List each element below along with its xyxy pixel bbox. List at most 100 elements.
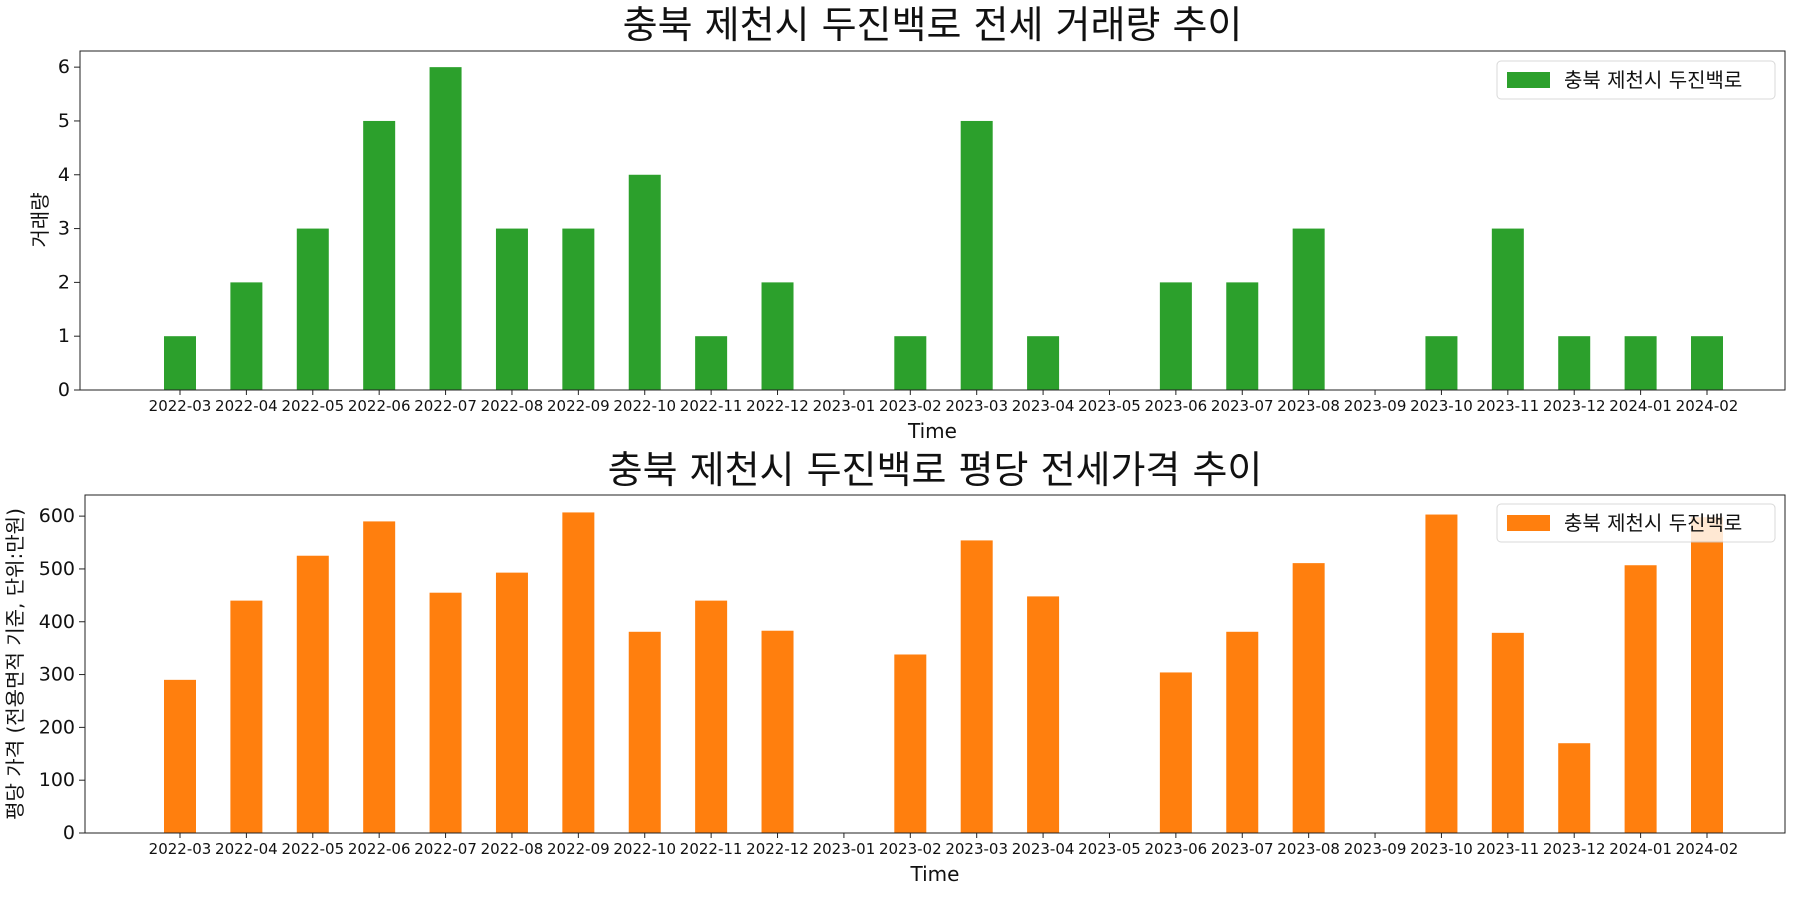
chart-1-bar-2022-03 [164,336,196,390]
chart-1-bar-2023-07 [1226,282,1259,390]
chart-1-x-tick-label-2022-11: 2022-11 [680,397,743,415]
chart-2-x-tick-label-2023-11: 2023-11 [1476,840,1539,858]
chart-2-y-tick-label-0: 0 [63,822,75,844]
chart-2-legend: 충북 제천시 두진백로 [1496,503,1776,543]
chart-1-x-tick-label-2023-11: 2023-11 [1476,397,1539,415]
chart-2-x-tick-label-2022-04: 2022-04 [215,840,278,858]
chart-1-bar-2022-10 [628,174,661,390]
chart-1-y-axis-label: 거래량 [28,192,52,247]
chart-1-x-tick-label-2022-06: 2022-06 [348,397,411,415]
chart-2-x-tick-label-2022-06: 2022-06 [348,840,411,858]
chart-1-x-tick-label-2022-08: 2022-08 [481,397,544,415]
chart-2-x-axis-label: Time [910,862,960,886]
chart-2-x-tick-label-2022-12: 2022-12 [746,840,809,858]
chart-2-x-tick-label-2022-05: 2022-05 [281,840,344,858]
chart-1-x-tick-label-2023-09: 2023-09 [1344,397,1407,415]
chart-2-bar-2022-09 [562,512,595,833]
chart-1-x-tick-label-2023-08: 2023-08 [1277,397,1340,415]
chart-2-x-tick-label-2023-12: 2023-12 [1543,840,1606,858]
chart-1-x-tick-label-2023-12: 2023-12 [1543,397,1606,415]
chart-2-x-tick-label-2022-03: 2022-03 [149,840,212,858]
chart-2-bar-2022-10 [628,631,661,833]
chart-2: 충북 제천시 두진백로 평당 전세가격 추이 0 100 200 300 400 500 60… [3,448,1786,886]
chart-1-legend-swatch [1507,72,1550,88]
chart-2-bar-2022-05 [296,555,329,833]
chart-1-y-tick-label-2: 2 [58,271,70,293]
chart-1-bar-2022-12 [761,282,794,390]
chart-1-x-tick-label-2022-12: 2022-12 [746,397,809,415]
chart-1-bar-2023-12 [1558,336,1591,390]
chart-2-x-tick-label-2024-01: 2024-01 [1609,840,1672,858]
chart-1-bar-2023-04 [1027,336,1060,390]
chart-1-bar-2023-03 [960,120,993,390]
chart-2-y-axis-label: 평당 가격 (전용면적 기준, 단위:만원) [3,508,27,820]
chart-1-x-tick-label-2023-02: 2023-02 [879,397,942,415]
chart-2-title: 충북 제천시 두진백로 평당 전세가격 추이 [608,448,1263,492]
chart-1-x-tick-label-2022-07: 2022-07 [414,397,477,415]
chart-1-title: 충북 제천시 두진백로 전세 거래량 추이 [623,3,1243,47]
chart-2-bar-2024-01 [1624,565,1657,833]
chart-1-x-tick-label-2023-05: 2023-05 [1078,397,1141,415]
chart-1-bar-2023-11 [1491,228,1524,390]
chart-2-x-tick-label-2022-07: 2022-07 [414,840,477,858]
chart-1-x-tick-label-2022-10: 2022-10 [613,397,676,415]
chart-1-x-tick-label-2024-02: 2024-02 [1676,397,1739,415]
chart-1-bar-2023-10 [1425,336,1458,390]
chart-2-x-tick-label-2023-06: 2023-06 [1145,840,1208,858]
chart-1-y-tick-label-6: 6 [58,56,70,78]
chart-1-bar-2022-04 [230,282,263,390]
chart-2-x-tick-label-2022-09: 2022-09 [547,840,610,858]
chart-1-legend: 충북 제천시 두진백로 [1496,60,1776,100]
chart-2-x-tick-label-2023-05: 2023-05 [1078,840,1141,858]
chart-1-x-tick-label-2023-10: 2023-10 [1410,397,1473,415]
chart-2-bar-2023-12 [1558,743,1591,833]
chart-2-y-tick-label-100: 100 [39,769,75,791]
chart-1-x-tick-label-2022-05: 2022-05 [281,397,344,415]
chart-2-bar-2023-03 [960,540,993,833]
chart-2-y-tick-label-500: 500 [39,558,75,580]
chart-2-bar-2022-04 [230,600,263,833]
chart-2-x-tick-label-2023-07: 2023-07 [1211,840,1274,858]
chart-2-legend-swatch [1507,515,1550,531]
chart-1-y-tick-label-0: 0 [58,379,70,401]
chart-1-x-tick-label-2022-04: 2022-04 [215,397,278,415]
chart-2-x-tick-label-2023-01: 2023-01 [813,840,876,858]
chart-1-legend-label: 충북 제천시 두진백로 [1564,68,1742,92]
chart-1-bar-2022-09 [562,228,595,390]
chart-1-x-tick-label-2023-06: 2023-06 [1145,397,1208,415]
chart-2-bar-2023-04 [1027,596,1060,833]
chart-1-bar-2022-05 [296,228,329,390]
chart-2-bar-2023-07 [1226,631,1259,833]
chart-1-bar-2024-01 [1624,336,1657,390]
chart-2-y-tick-label-600: 600 [39,505,75,527]
chart-2-x-tick-label-2023-10: 2023-10 [1410,840,1473,858]
chart-2-y-tick-label-300: 300 [39,664,75,686]
chart-1-x-tick-label-2023-07: 2023-07 [1211,397,1274,415]
chart-1-y-tick-label-1: 1 [58,325,70,347]
chart-2-bar-2022-06 [363,521,396,833]
chart-2-x-tick-label-2024-02: 2024-02 [1676,840,1739,858]
chart-1-bar-2023-08 [1292,228,1325,390]
chart-2-x-tick-label-2022-08: 2022-08 [481,840,544,858]
chart-2-bar-2023-10 [1425,514,1458,833]
chart-1-x-tick-label-2022-09: 2022-09 [547,397,610,415]
chart-2-bar-2024-02 [1691,517,1723,833]
chart-2-legend-label: 충북 제천시 두진백로 [1564,511,1742,535]
chart-2-bar-2023-08 [1292,563,1325,833]
chart-2-bar-2022-03 [164,679,196,833]
chart-1-y-tick-label-4: 4 [58,164,70,186]
chart-1-x-tick-label-2023-04: 2023-04 [1012,397,1075,415]
chart-2-bar-2023-11 [1491,632,1524,833]
chart-2-y-tick-label-200: 200 [39,716,75,738]
chart-1-bar-2022-11 [695,336,728,390]
chart-1-bar-2024-02 [1691,336,1723,390]
chart-1-bar-2023-06 [1159,282,1192,390]
chart-2-plot-frame [84,494,1786,834]
chart-2-legend-box [1496,503,1776,543]
chart-1-y-tick-label-5: 5 [58,110,70,132]
chart-1-x-tick-label-2023-03: 2023-03 [945,397,1008,415]
chart-2-bar-2022-07 [429,592,462,833]
chart-2-bar-2022-11 [695,600,728,833]
